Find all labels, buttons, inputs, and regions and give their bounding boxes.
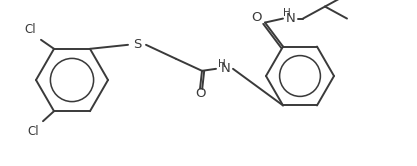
Text: Cl: Cl bbox=[28, 125, 39, 138]
Text: H: H bbox=[218, 59, 226, 69]
Text: O: O bbox=[252, 11, 262, 24]
Text: H: H bbox=[283, 8, 291, 18]
Text: N: N bbox=[221, 62, 231, 75]
Text: N: N bbox=[286, 12, 296, 25]
Text: O: O bbox=[195, 87, 205, 100]
Text: S: S bbox=[133, 38, 141, 51]
Text: Cl: Cl bbox=[24, 23, 36, 36]
